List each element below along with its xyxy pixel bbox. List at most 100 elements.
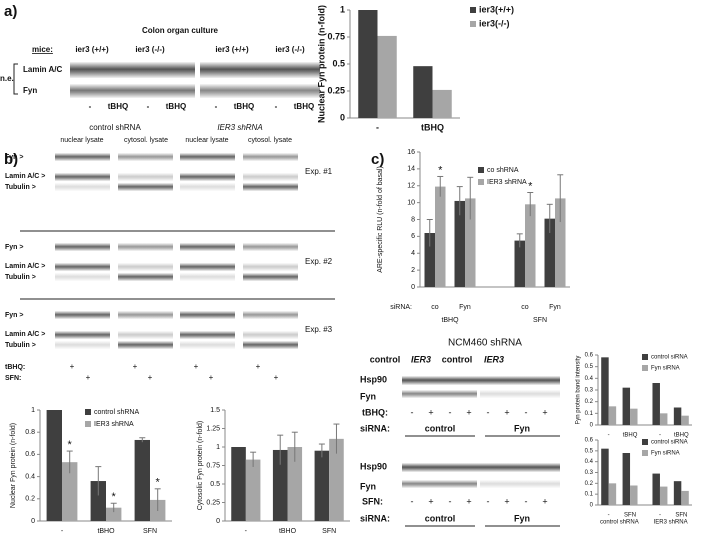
group-label: IER3 shRNA [654,520,688,526]
blot-band [180,311,235,319]
treatment-sign: - [525,496,528,506]
legend-swatch [85,421,91,427]
legend-label: control siRNA [651,355,688,361]
experiment-label: Exp. #2 [305,257,333,266]
x-tick-label: tBHQ [421,122,444,132]
treatment-sign: + [466,407,471,417]
x-tick-label: - [608,513,610,519]
blot-band [480,390,560,398]
blot-band [55,173,110,181]
legend-swatch [470,21,476,27]
bar [413,66,433,118]
blot-band [118,153,173,161]
blot-band [118,243,173,251]
y-tick-label: 0.6 [25,451,35,458]
significance: * [156,477,161,489]
legend-swatch [642,450,648,456]
row-label: Tubulin > [5,184,36,191]
blot-band [55,153,110,161]
legend-label: control siRNA [651,440,688,446]
y-tick-label: 1 [31,407,35,414]
y-tick-label: 0.3 [585,470,594,476]
blot-band [180,243,235,251]
row-label: Fyn > [5,154,23,161]
blot-band [118,263,173,271]
treatment-mark: + [256,362,261,371]
blot-band [70,62,195,78]
x-tick-label: - [608,433,610,439]
sirna-label: Fyn [514,513,530,523]
significance: * [68,439,73,451]
x-tick-label: - [245,528,248,533]
bar [245,459,261,521]
x-tick-label: - [61,528,64,533]
row-label: Tubulin > [5,274,36,281]
blot-band [118,273,173,281]
bar [608,483,617,505]
bar [630,408,638,425]
y-tick-label: 0.1 [585,411,594,417]
legend-swatch [642,439,648,445]
y-tick-label: 1 [340,4,345,14]
y-tick-label: 1 [216,444,220,451]
bar [514,240,525,287]
mice-label: mice: [32,45,53,54]
shrna-label: IER3 [411,354,431,364]
y-tick-label: 0.75 [206,462,220,469]
treatment: tBHQ [234,102,254,111]
blot-band [180,263,235,271]
x-tick-label: - [376,122,379,132]
y-tick-label: 0.4 [585,459,594,465]
y-tick-label: 0 [590,423,594,429]
treatment-sign: + [504,407,509,417]
y-tick-label: 0.75 [327,31,345,41]
legend-label: co shRNA [487,167,519,174]
y-tick-label: 0.4 [585,376,594,382]
blot-band [55,341,110,349]
panel-label: b) [4,151,18,168]
x-tick-label: tBHQ [279,528,297,533]
blot-band [243,183,298,191]
legend-label: IER3 shRNA [94,421,134,428]
blot-band [402,480,477,488]
significance: * [528,180,533,192]
blot-band [180,183,235,191]
bar [659,413,668,425]
x-tick-label: SFN [143,528,157,533]
legend-swatch [85,409,91,415]
bar [555,198,566,287]
blot-band [402,376,560,385]
shrna-label: control [370,354,401,364]
shrna-label: IER3 [484,354,504,364]
bar [231,447,246,521]
row-label: Tubulin > [5,342,36,349]
x-tick-label: tBHQ [674,433,689,439]
blot-band [180,273,235,281]
bar [435,186,446,287]
y-tick-label: 0.25 [327,85,345,95]
bracket [13,63,18,95]
y-tick-label: 4 [411,250,415,257]
legend-label: ier3(+/+) [479,4,514,14]
lysate-label: cytosol. lysate [248,137,292,144]
row-label: tBHQ: [5,364,25,371]
y-tick-label: 16 [407,149,415,156]
blots-c [402,376,560,488]
bar [62,462,78,521]
x-tick-label: - [659,433,661,439]
treatment: tBHQ [166,102,186,111]
y-tick-label: 2 [411,267,415,274]
bar [465,198,476,287]
y-tick-label: 0 [411,284,415,291]
y-tick-label: 0.2 [585,481,594,487]
y-tick-label: 0 [340,112,345,122]
blot-band [118,173,173,181]
row-label: Fyn [360,481,376,491]
bar [673,407,682,425]
blot-band [118,183,173,191]
bar [134,439,150,521]
genotype: ier3 (+/+) [75,45,109,54]
y-tick-label: 0.25 [206,499,220,506]
y-tick-label: 0.6 [585,438,594,444]
blot-band [180,173,235,181]
